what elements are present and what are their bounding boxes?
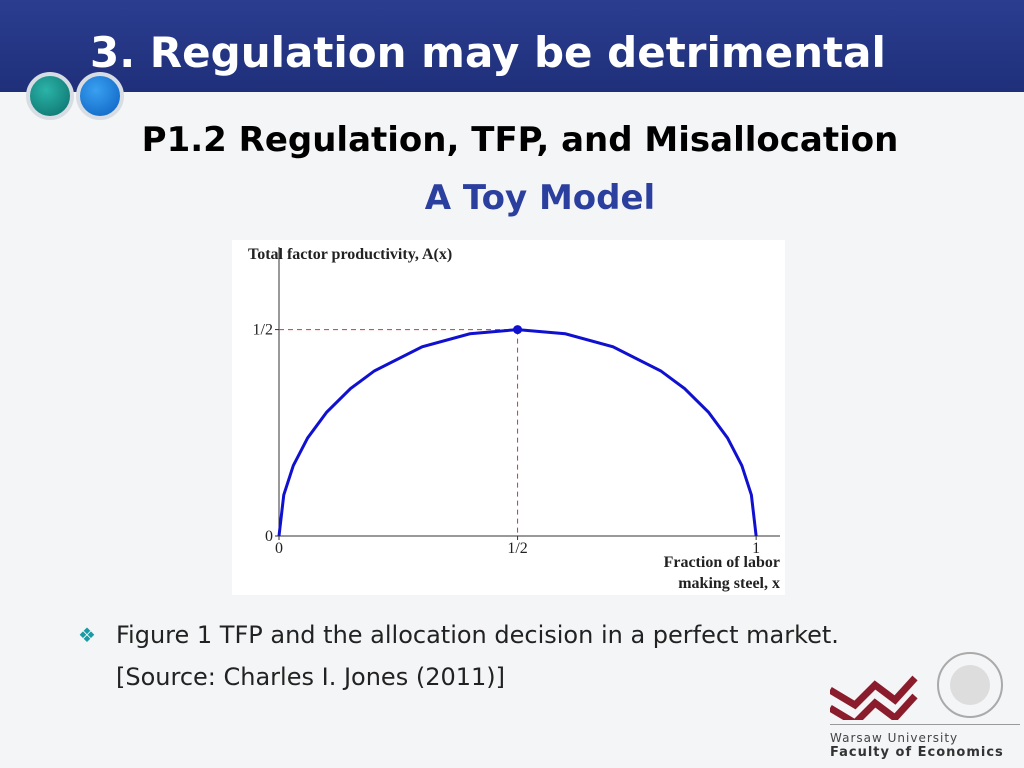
- x-tick-label: 1: [752, 540, 760, 557]
- y-tick-label: 1/2: [253, 322, 273, 339]
- logo-text: Faculty of Economics: [830, 745, 1004, 760]
- y-axis-label: Total factor productivity, A(x): [248, 246, 452, 263]
- logo-mark: [828, 652, 1003, 728]
- logo: Warsaw University Faculty of Economics: [828, 650, 1020, 760]
- bullet-line: [Source: Charles I. Jones (2011)]: [116, 663, 505, 691]
- logo-text: Warsaw University: [830, 724, 1020, 745]
- decor-dot: [26, 72, 74, 120]
- x-axis-label: Fraction of labor: [664, 554, 780, 571]
- bullet-marker: ❖: [78, 623, 96, 647]
- decor-dot: [76, 72, 124, 120]
- header-band: [0, 0, 1024, 92]
- x-tick-label: 1/2: [507, 540, 527, 557]
- bullet: ❖ Figure 1 TFP and the allocation decisi…: [78, 614, 839, 698]
- slide-heading: A Toy Model: [424, 178, 656, 218]
- x-tick-label: 0: [275, 540, 283, 557]
- max-point: [513, 325, 523, 335]
- chart: Total factor productivity, A(x) Fraction …: [232, 240, 785, 595]
- y-tick-label: 0: [265, 528, 273, 545]
- bullet-line: Figure 1 TFP and the allocation decision…: [116, 621, 839, 649]
- x-axis-label: making steel, x: [678, 575, 780, 592]
- slide-subtitle: P1.2 Regulation, TFP, and Misallocation: [141, 120, 899, 160]
- slide-title: 3. Regulation may be detrimental: [90, 28, 886, 77]
